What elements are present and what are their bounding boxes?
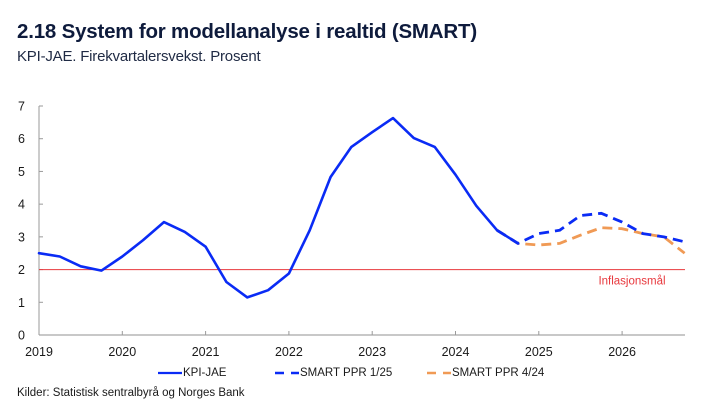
series-lines bbox=[37, 116, 686, 299]
y-tick-label: 7 bbox=[18, 100, 25, 114]
x-tick-label: 2022 bbox=[275, 345, 303, 359]
axes: 0 1 2 3 4 5 6 7 2019 2020 2021 2022 2023 2024 2025 2026 bbox=[18, 100, 685, 359]
x-tick-label: 2026 bbox=[608, 345, 636, 359]
legend-label: KPI-JAE bbox=[183, 367, 227, 379]
legend-label: SMART PPR 1/25 bbox=[300, 367, 393, 379]
series-kpi-jae bbox=[37, 116, 520, 299]
chart-title: 2.18 System for modellanalyse i realtid … bbox=[17, 20, 477, 43]
legend-label: SMART PPR 4/24 bbox=[452, 367, 545, 379]
chart-subtitle: KPI-JAE. Firekvartalersvekst. Prosent bbox=[17, 48, 261, 65]
x-tick-label: 2025 bbox=[525, 345, 553, 359]
legend-swatch-dashed bbox=[427, 368, 451, 378]
y-tick-label: 0 bbox=[18, 329, 25, 343]
x-tick-label: 2020 bbox=[108, 345, 136, 359]
y-tick-label: 2 bbox=[18, 263, 25, 277]
x-tick-label: 2021 bbox=[192, 345, 220, 359]
inflation-target-label: Inflasjonsmål bbox=[598, 276, 665, 288]
y-tick-label: 5 bbox=[18, 165, 25, 179]
legend-swatch-solid bbox=[158, 368, 182, 378]
legend-item-smart-ppr-4-24: SMART PPR 4/24 bbox=[427, 367, 544, 379]
y-tick-label: 1 bbox=[18, 296, 25, 310]
legend: KPI-JAE SMART PPR 1/25 SMART PPR 4/24 bbox=[0, 367, 722, 383]
y-tick-label: 6 bbox=[18, 132, 25, 146]
y-tick-label: 4 bbox=[18, 198, 25, 212]
legend-swatch-dashed bbox=[275, 368, 299, 378]
series-smart-ppr-1-25 bbox=[496, 211, 685, 245]
x-tick-label: 2023 bbox=[358, 345, 386, 359]
source-note: Kilder: Statistisk sentralbyrå og Norges… bbox=[17, 387, 245, 399]
series-smart-ppr-4-24 bbox=[496, 226, 686, 255]
reference-lines: Inflasjonsmål bbox=[39, 269, 685, 288]
x-tick-label: 2024 bbox=[442, 345, 470, 359]
legend-item-smart-ppr-1-25: SMART PPR 1/25 bbox=[275, 367, 392, 379]
y-tick-label: 3 bbox=[18, 230, 25, 244]
x-tick-label: 2019 bbox=[25, 345, 53, 359]
legend-item-kpi-jae: KPI-JAE bbox=[158, 367, 226, 379]
